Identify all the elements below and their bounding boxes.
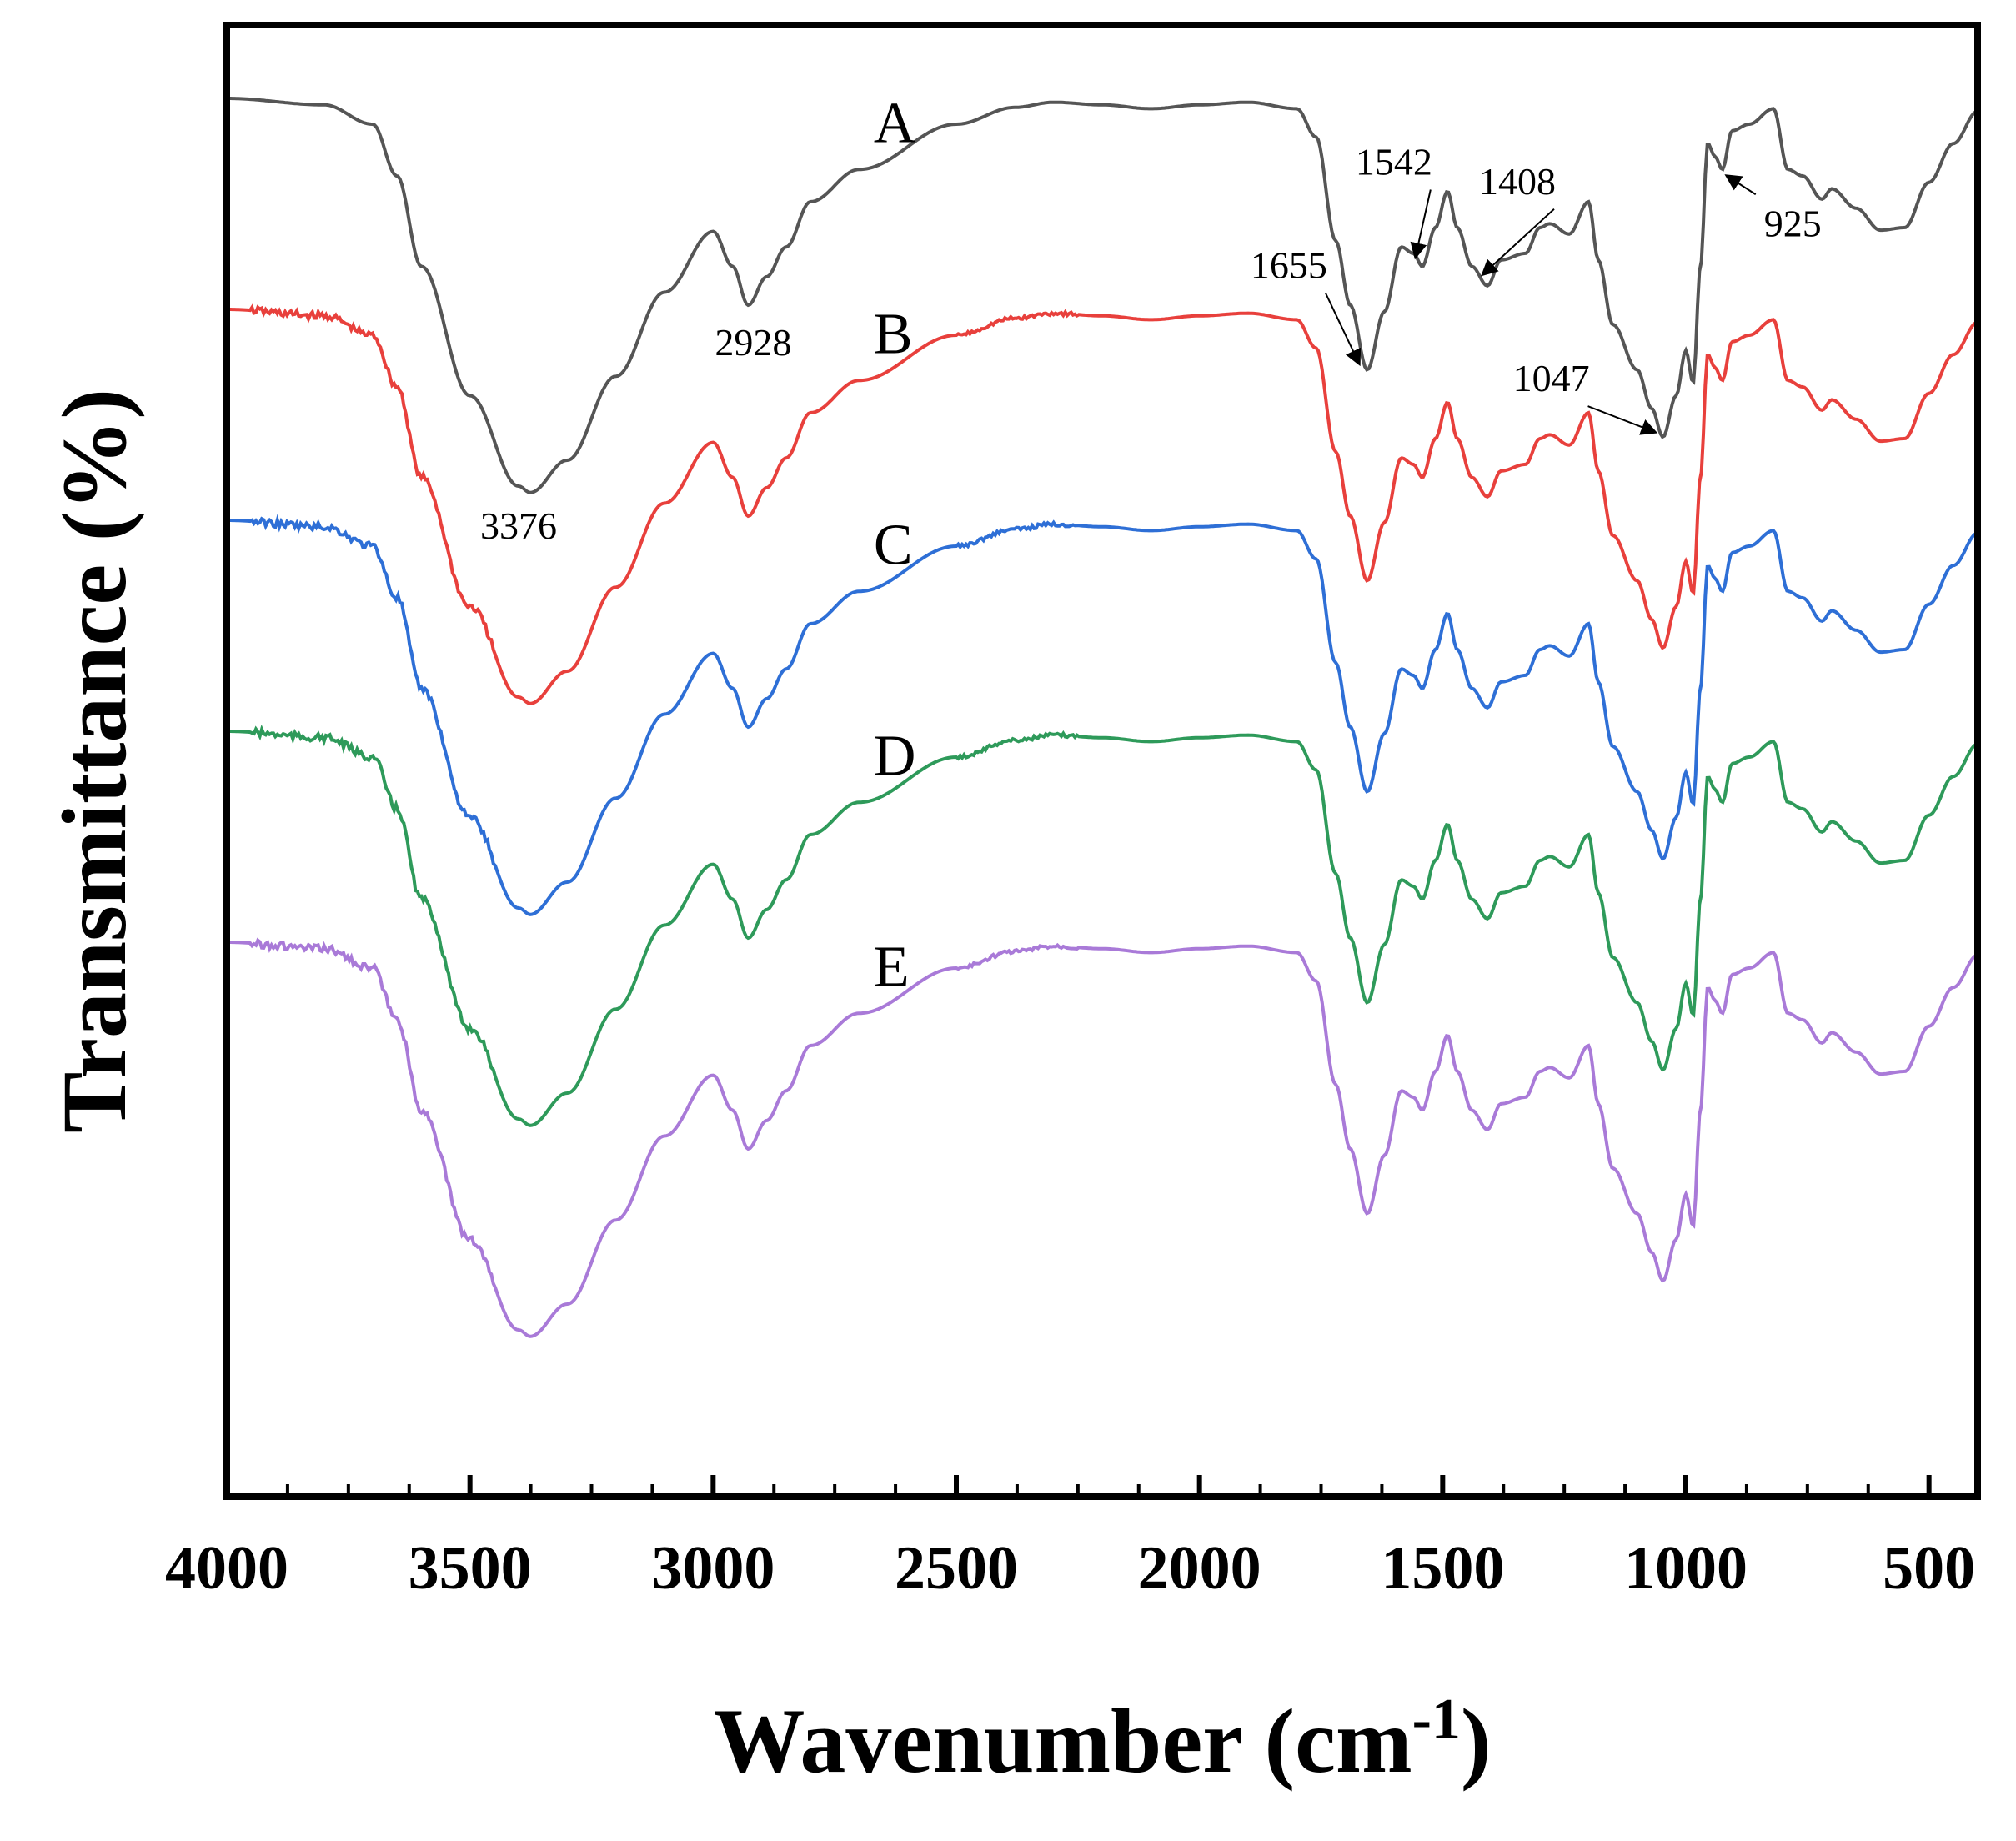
x-axis-title-close: ): [1461, 1690, 1492, 1792]
annotation-label-1047: 1047: [1513, 357, 1590, 399]
annotation-arrow-1655: [1325, 293, 1362, 367]
annotation-arrow-925: [1724, 174, 1757, 196]
series-label-e: E: [874, 935, 910, 999]
annotation-arrow-1542: [1410, 189, 1432, 260]
annotation-label-1542: 1542: [1356, 141, 1432, 183]
annotation-label-1408: 1408: [1479, 160, 1556, 203]
annotation-label-1655: 1655: [1251, 244, 1327, 287]
series-line-d: [227, 724, 1978, 1127]
annotation-label-2928: 2928: [715, 321, 791, 364]
series-line-c: [227, 514, 1978, 916]
series-line-a: [227, 97, 1978, 494]
x-tick-label-500: 500: [1883, 1534, 1975, 1603]
annotation-label-3376: 3376: [480, 504, 557, 547]
x-axis-title-main: Wavenumber (cm: [713, 1690, 1412, 1792]
series-label-d: D: [874, 724, 916, 788]
x-tick-label-2500: 2500: [895, 1534, 1018, 1603]
annotation-arrow-1047: [1587, 405, 1658, 435]
series-line-b: [227, 303, 1978, 705]
x-tick-label-3500: 3500: [409, 1534, 532, 1603]
series-layer: A B C D E: [227, 91, 1978, 1338]
x-tick-label-3000: 3000: [651, 1534, 775, 1603]
plot-frame: [223, 22, 1981, 1500]
series-line-e: [227, 937, 1978, 1338]
x-axis-title: Wavenumber (cm-1): [713, 1688, 1491, 1792]
series-label-a: A: [874, 91, 916, 155]
x-axis-title-superscript: -1: [1412, 1688, 1461, 1752]
x-tick-label-2000: 2000: [1138, 1534, 1261, 1603]
x-axis: 4000 3500 3000 2500 2000 1500 1000 500: [165, 1475, 1975, 1603]
series-label-c: C: [874, 513, 913, 577]
y-axis-title: Transmittance (%): [43, 389, 145, 1133]
x-tick-label-4000: 4000: [165, 1534, 288, 1603]
x-tick-label-1000: 1000: [1624, 1534, 1748, 1603]
series-label-b: B: [874, 302, 913, 366]
x-tick-label-1500: 1500: [1381, 1534, 1504, 1603]
annotation-arrow-1408: [1481, 208, 1555, 277]
annotation-label-925: 925: [1764, 202, 1822, 244]
annotation-layer: 3376 2928 1655 1542 1408 1047 925: [480, 141, 1822, 547]
